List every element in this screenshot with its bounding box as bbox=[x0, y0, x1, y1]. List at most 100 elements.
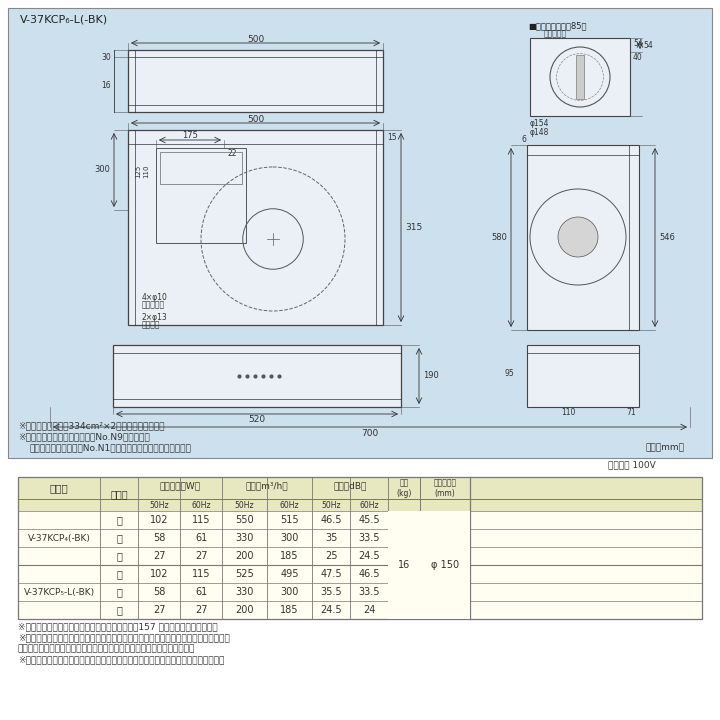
Text: 700: 700 bbox=[361, 428, 379, 438]
Text: 95: 95 bbox=[504, 369, 514, 378]
Text: 24.5: 24.5 bbox=[320, 605, 342, 615]
Text: 58: 58 bbox=[153, 533, 165, 543]
Text: 102: 102 bbox=[150, 515, 168, 525]
Text: 185: 185 bbox=[280, 551, 299, 561]
Text: 500: 500 bbox=[247, 35, 264, 43]
Text: はコードを途中から切断して電動給気シャッターに接続してください。: はコードを途中から切断して電動給気シャッターに接続してください。 bbox=[18, 644, 195, 653]
Text: 中: 中 bbox=[116, 533, 122, 543]
Text: 60Hz: 60Hz bbox=[279, 500, 300, 510]
Text: 22: 22 bbox=[228, 148, 238, 158]
Bar bbox=[18, 601, 702, 619]
Text: 騒音（dB）: 騒音（dB） bbox=[333, 482, 366, 490]
Bar bbox=[576, 55, 584, 99]
Text: 弱: 弱 bbox=[116, 605, 122, 615]
Text: 300: 300 bbox=[94, 166, 110, 174]
Text: 54: 54 bbox=[633, 39, 643, 48]
Text: ■ダクト接続口（85）: ■ダクト接続口（85） bbox=[528, 21, 587, 30]
Text: 71: 71 bbox=[626, 408, 636, 417]
Text: 45.5: 45.5 bbox=[358, 515, 380, 525]
Text: 546: 546 bbox=[659, 233, 675, 242]
Text: 110: 110 bbox=[143, 164, 149, 178]
Text: 強: 強 bbox=[116, 515, 122, 525]
Text: 515: 515 bbox=[280, 515, 299, 525]
Text: 24: 24 bbox=[363, 605, 375, 615]
Text: 110: 110 bbox=[561, 408, 575, 417]
Bar bbox=[530, 38, 630, 116]
Bar bbox=[18, 511, 702, 529]
Text: 500: 500 bbox=[247, 114, 264, 124]
Text: V-37KCP₆-L(-BK): V-37KCP₆-L(-BK) bbox=[20, 14, 108, 24]
Bar bbox=[18, 583, 702, 601]
Text: （単位mm）: （単位mm） bbox=[645, 443, 684, 452]
Text: φ 150: φ 150 bbox=[431, 560, 459, 570]
Text: 弱: 弱 bbox=[116, 551, 122, 561]
Text: ノッチ: ノッチ bbox=[110, 489, 128, 499]
Bar bbox=[128, 50, 383, 112]
Bar bbox=[160, 152, 242, 184]
Text: 200: 200 bbox=[235, 551, 253, 561]
Text: 15: 15 bbox=[387, 133, 397, 143]
Text: 形　名: 形 名 bbox=[50, 483, 68, 493]
Text: 61: 61 bbox=[195, 587, 207, 597]
Text: 33.5: 33.5 bbox=[359, 587, 379, 597]
Text: 190: 190 bbox=[423, 372, 438, 380]
Text: φ148: φ148 bbox=[530, 128, 549, 137]
Text: 横直付用穴: 横直付用穴 bbox=[142, 300, 165, 310]
Text: 315: 315 bbox=[405, 223, 422, 232]
Text: 580: 580 bbox=[491, 233, 507, 242]
Text: 30: 30 bbox=[101, 53, 111, 61]
Bar bbox=[113, 345, 401, 407]
Text: 4×φ10: 4×φ10 bbox=[142, 292, 168, 302]
Text: 接続パイプ
(mm): 接続パイプ (mm) bbox=[433, 478, 456, 498]
Text: 強: 強 bbox=[116, 569, 122, 579]
Text: 中: 中 bbox=[116, 587, 122, 597]
Text: 200: 200 bbox=[235, 605, 253, 615]
Text: 50Hz: 50Hz bbox=[321, 500, 341, 510]
Text: 115: 115 bbox=[192, 515, 210, 525]
Circle shape bbox=[558, 217, 598, 257]
Text: 102: 102 bbox=[150, 569, 168, 579]
Bar bbox=[18, 565, 702, 583]
Text: V-37KCP₄(-BK): V-37KCP₄(-BK) bbox=[27, 534, 91, 542]
Text: 27: 27 bbox=[194, 551, 207, 561]
Text: ※電動給気シャッターとの結線方法については、157 ページをご覧ください。: ※電動給気シャッターとの結線方法については、157 ページをご覧ください。 bbox=[18, 622, 217, 631]
Text: V-37KCP₅-L(-BK): V-37KCP₅-L(-BK) bbox=[24, 588, 94, 596]
Text: 525: 525 bbox=[235, 569, 254, 579]
Bar bbox=[527, 345, 639, 407]
Text: 300: 300 bbox=[280, 533, 299, 543]
Text: 50Hz: 50Hz bbox=[235, 500, 254, 510]
Text: 27: 27 bbox=[153, 605, 166, 615]
Text: 6: 6 bbox=[521, 135, 526, 145]
Text: 330: 330 bbox=[235, 533, 253, 543]
Text: 24.5: 24.5 bbox=[358, 551, 380, 561]
Bar bbox=[156, 148, 246, 243]
Text: 電源電圧 100V: 電源電圧 100V bbox=[608, 460, 656, 469]
Bar bbox=[18, 547, 702, 565]
Text: 54: 54 bbox=[643, 40, 653, 50]
Text: 46.5: 46.5 bbox=[359, 569, 379, 579]
Text: 27: 27 bbox=[153, 551, 166, 561]
Text: ※色調は（ホワイト）マンセルNo.N9（近似色）: ※色調は（ホワイト）マンセルNo.N9（近似色） bbox=[18, 432, 150, 441]
Text: 185: 185 bbox=[280, 605, 299, 615]
Text: （ブラック）マンセルNo.N1（近似色）（但し半ツヤ相当品）: （ブラック）マンセルNo.N1（近似色）（但し半ツヤ相当品） bbox=[30, 443, 192, 452]
Text: 330: 330 bbox=[235, 587, 253, 597]
Text: 40: 40 bbox=[633, 53, 643, 62]
Text: 27: 27 bbox=[194, 605, 207, 615]
Text: 25: 25 bbox=[325, 551, 337, 561]
Text: （付属品）: （付属品） bbox=[544, 29, 567, 38]
Text: 35.5: 35.5 bbox=[320, 587, 342, 597]
Bar bbox=[18, 477, 702, 619]
Text: 115: 115 bbox=[192, 569, 210, 579]
Text: 47.5: 47.5 bbox=[320, 569, 342, 579]
Bar bbox=[128, 130, 383, 325]
Bar bbox=[8, 8, 712, 458]
Text: 300: 300 bbox=[280, 587, 299, 597]
Text: 天吊用穴: 天吊用穴 bbox=[142, 320, 161, 330]
Text: 16: 16 bbox=[398, 560, 410, 570]
Text: ※レンジフードファンの設置にあたっては火災予防条例をはじめ法規制があります。: ※レンジフードファンの設置にあたっては火災予防条例をはじめ法規制があります。 bbox=[18, 655, 225, 664]
Bar bbox=[18, 477, 702, 511]
Text: 33.5: 33.5 bbox=[359, 533, 379, 543]
Text: 風量（m³/h）: 風量（m³/h） bbox=[246, 482, 288, 490]
Text: 46.5: 46.5 bbox=[320, 515, 342, 525]
Text: 質量
(kg): 質量 (kg) bbox=[396, 478, 412, 498]
